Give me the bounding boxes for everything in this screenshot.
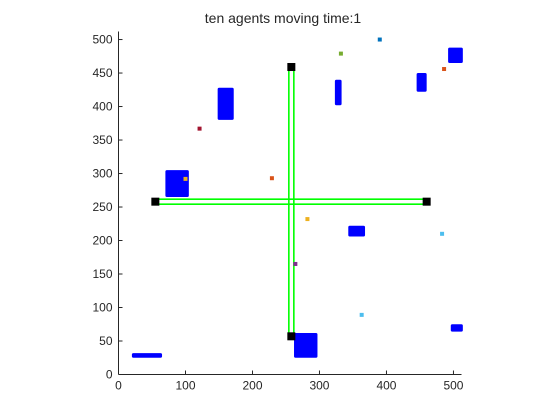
obstacle-6 [348, 225, 366, 237]
y-tick-label: 300 [92, 167, 112, 181]
agent-marker-8 [442, 67, 447, 72]
x-tick-label: 300 [309, 379, 329, 393]
y-tick-label: 50 [99, 334, 113, 348]
x-tick-label: 100 [175, 379, 195, 393]
agent-marker-9 [440, 231, 445, 236]
obstacle-5 [334, 79, 342, 106]
obstacle-9 [450, 324, 463, 332]
x-tick-label: 0 [115, 379, 122, 393]
agent-marker-3 [269, 176, 274, 181]
y-tick-label: 100 [92, 301, 112, 315]
agent-marker-2 [183, 176, 188, 181]
obstacle-8 [448, 47, 463, 63]
obstacle-2 [165, 170, 189, 197]
agent-marker-4 [305, 217, 310, 222]
path-endpoint-2 [422, 197, 431, 206]
obstacle-7 [416, 73, 427, 92]
y-tick-label: 400 [92, 100, 112, 114]
agent-marker-5 [293, 261, 298, 266]
obstacle-3 [217, 87, 234, 120]
agent-marker-6 [338, 51, 343, 56]
plot-area [131, 37, 463, 358]
axes: 0 100 200 300 400 500 0 50 100 150 200 250 300 350 400… [92, 31, 464, 393]
y-tick-label: 500 [92, 33, 112, 47]
y-tick-label: 350 [92, 133, 112, 147]
y-tick-label: 450 [92, 66, 112, 80]
y-tick-label: 250 [92, 200, 112, 214]
chart-title: ten agents moving time:1 [205, 10, 362, 26]
path-endpoint-4 [287, 332, 296, 341]
obstacle-4 [294, 332, 318, 358]
y-tick-label: 150 [92, 267, 112, 281]
obstacle-1 [131, 353, 163, 358]
path-endpoint-1 [151, 197, 160, 206]
x-tick-label: 500 [443, 379, 463, 393]
path-endpoint-3 [287, 63, 296, 72]
agent-marker-1 [197, 126, 202, 131]
agent-marker-10 [359, 312, 364, 317]
y-tick-label: 200 [92, 234, 112, 248]
y-tick-label: 0 [106, 368, 113, 382]
agent-marker-7 [377, 37, 382, 42]
x-tick-label: 200 [242, 379, 262, 393]
x-tick-label: 400 [376, 379, 396, 393]
